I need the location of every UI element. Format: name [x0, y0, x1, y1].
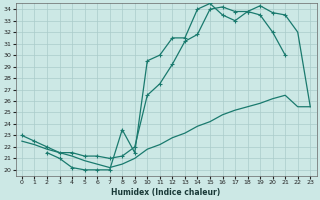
X-axis label: Humidex (Indice chaleur): Humidex (Indice chaleur) [111, 188, 221, 197]
